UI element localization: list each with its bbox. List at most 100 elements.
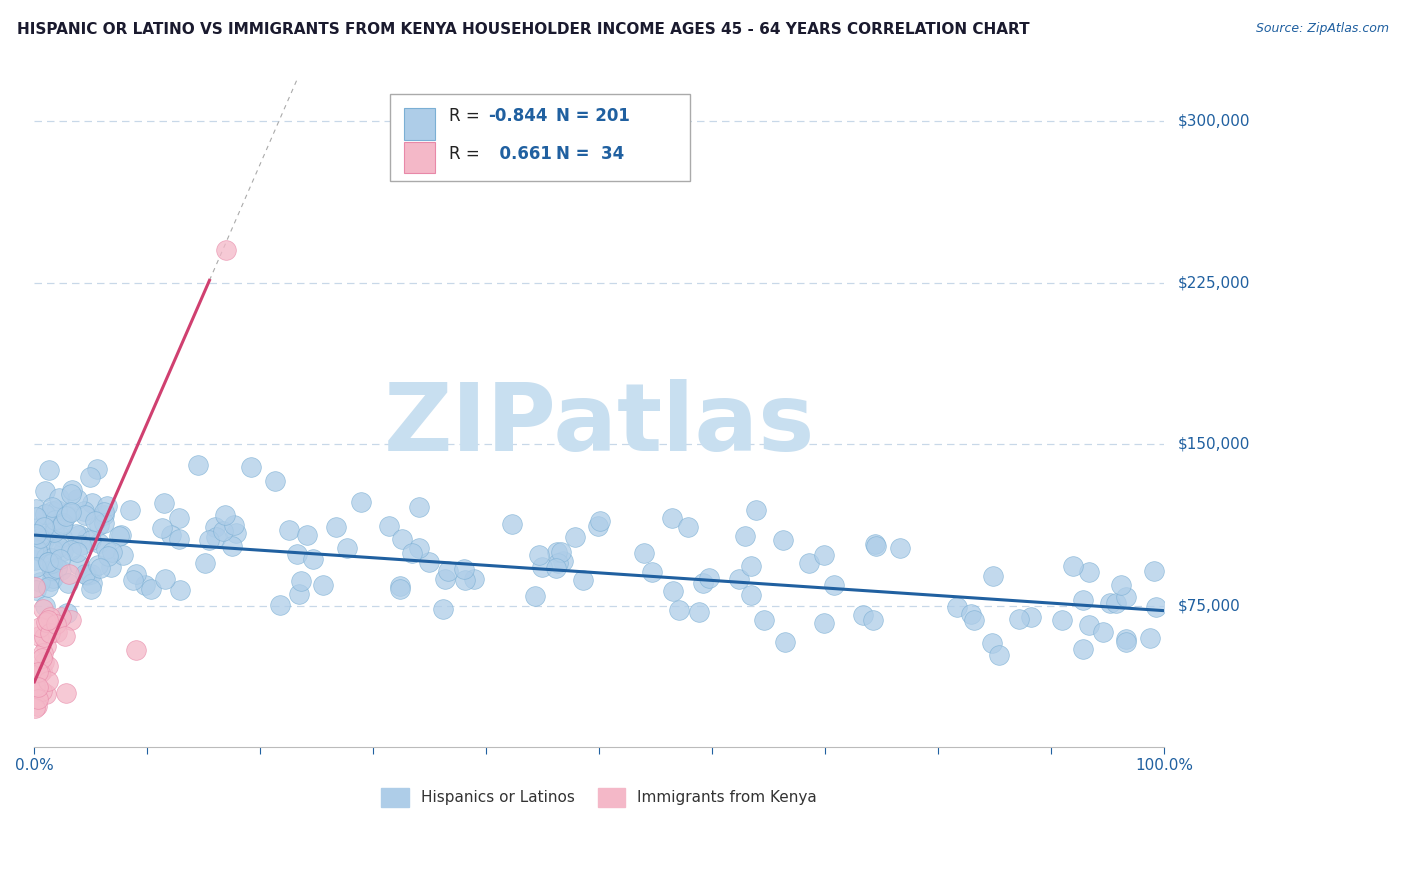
Point bbox=[34, 520, 56, 534]
Point bbox=[772, 533, 794, 548]
Point bbox=[239, 459, 262, 474]
Point bbox=[551, 554, 574, 568]
Point bbox=[215, 243, 238, 257]
Point bbox=[34, 533, 56, 548]
Point bbox=[408, 541, 430, 555]
Point bbox=[52, 543, 75, 558]
Point bbox=[48, 541, 70, 555]
Point bbox=[1139, 631, 1161, 645]
Point bbox=[110, 528, 132, 542]
Point bbox=[55, 686, 77, 700]
Point bbox=[51, 530, 73, 544]
Point bbox=[69, 538, 91, 552]
Point bbox=[336, 541, 359, 555]
Point bbox=[588, 519, 610, 533]
Point bbox=[52, 516, 75, 530]
Text: -0.844: -0.844 bbox=[488, 106, 548, 125]
Point bbox=[773, 635, 796, 649]
Point bbox=[734, 529, 756, 543]
Point bbox=[45, 625, 67, 640]
Point bbox=[30, 620, 52, 634]
Point bbox=[1008, 611, 1031, 625]
Point bbox=[41, 500, 63, 514]
Point bbox=[59, 543, 82, 558]
Point bbox=[51, 518, 73, 533]
Point bbox=[66, 544, 89, 558]
Point bbox=[39, 626, 62, 640]
Point bbox=[24, 559, 46, 574]
Text: ZIPatlas: ZIPatlas bbox=[384, 379, 815, 472]
Text: 0.661: 0.661 bbox=[488, 145, 553, 163]
Point bbox=[740, 588, 762, 602]
Point bbox=[28, 665, 51, 680]
Point bbox=[264, 475, 287, 489]
Point bbox=[42, 543, 65, 558]
Point bbox=[80, 533, 103, 547]
Point bbox=[401, 546, 423, 560]
Point bbox=[38, 463, 60, 477]
Point bbox=[1073, 593, 1095, 607]
Point bbox=[84, 514, 107, 528]
Text: N =  34: N = 34 bbox=[557, 145, 624, 163]
Point bbox=[661, 510, 683, 524]
Point bbox=[288, 587, 311, 601]
Point bbox=[35, 615, 58, 629]
Point bbox=[55, 509, 77, 524]
Point bbox=[67, 558, 90, 572]
Point bbox=[37, 555, 59, 569]
Point bbox=[325, 520, 347, 534]
Point bbox=[35, 527, 58, 541]
Point bbox=[852, 608, 875, 623]
Point bbox=[89, 536, 111, 550]
Point bbox=[214, 508, 236, 522]
Point bbox=[46, 503, 69, 517]
Point bbox=[86, 558, 108, 572]
Point bbox=[59, 487, 82, 501]
Point bbox=[49, 610, 72, 624]
Point bbox=[134, 578, 156, 592]
Point bbox=[453, 561, 475, 575]
Point bbox=[290, 574, 312, 588]
Point bbox=[120, 503, 142, 517]
Point bbox=[153, 496, 176, 510]
Point bbox=[391, 532, 413, 546]
Point bbox=[32, 630, 55, 644]
Point bbox=[44, 524, 66, 539]
Point bbox=[41, 563, 63, 577]
Point bbox=[66, 492, 89, 507]
FancyBboxPatch shape bbox=[404, 109, 436, 140]
Point bbox=[350, 494, 373, 508]
Point bbox=[44, 513, 66, 527]
Point bbox=[187, 458, 209, 472]
Point bbox=[45, 616, 67, 631]
Point bbox=[87, 518, 110, 533]
Point bbox=[67, 527, 90, 541]
Point bbox=[42, 571, 65, 585]
Point bbox=[529, 548, 551, 562]
Point bbox=[41, 504, 63, 518]
Point bbox=[125, 566, 148, 581]
Point bbox=[41, 556, 63, 570]
Point bbox=[225, 525, 247, 540]
Point bbox=[1098, 596, 1121, 610]
FancyBboxPatch shape bbox=[391, 95, 689, 181]
Point bbox=[60, 483, 83, 497]
Point bbox=[37, 673, 59, 688]
Point bbox=[58, 567, 80, 582]
Point bbox=[167, 511, 190, 525]
Text: HISPANIC OR LATINO VS IMMIGRANTS FROM KENYA HOUSEHOLDER INCOME AGES 45 - 64 YEAR: HISPANIC OR LATINO VS IMMIGRANTS FROM KE… bbox=[17, 22, 1029, 37]
Point bbox=[388, 579, 411, 593]
Point bbox=[589, 514, 612, 528]
Point bbox=[204, 520, 226, 534]
Point bbox=[150, 521, 173, 535]
Point bbox=[946, 600, 969, 615]
Text: R =: R = bbox=[449, 145, 479, 163]
Point bbox=[501, 516, 523, 531]
Point bbox=[865, 539, 887, 553]
Point bbox=[278, 524, 301, 538]
Point bbox=[1143, 564, 1166, 578]
Point bbox=[24, 526, 46, 541]
Point bbox=[434, 572, 457, 586]
Point bbox=[49, 563, 72, 577]
Point bbox=[34, 484, 56, 499]
